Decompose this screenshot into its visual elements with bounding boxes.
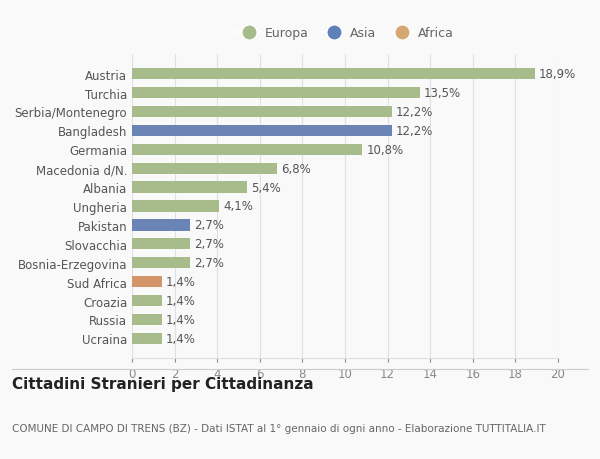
- Text: 1,4%: 1,4%: [166, 294, 196, 308]
- Bar: [132, 125, 392, 137]
- Bar: [132, 201, 220, 212]
- Bar: [132, 144, 362, 156]
- Text: 2,7%: 2,7%: [194, 238, 224, 251]
- Text: 18,9%: 18,9%: [539, 68, 576, 81]
- Bar: [132, 163, 277, 174]
- Bar: [132, 295, 162, 307]
- Text: 10,8%: 10,8%: [366, 144, 403, 157]
- Bar: [132, 257, 190, 269]
- Text: COMUNE DI CAMPO DI TRENS (BZ) - Dati ISTAT al 1° gennaio di ogni anno - Elaboraz: COMUNE DI CAMPO DI TRENS (BZ) - Dati IST…: [12, 424, 546, 433]
- Text: Cittadini Stranieri per Cittadinanza: Cittadini Stranieri per Cittadinanza: [12, 376, 314, 391]
- Bar: [132, 69, 535, 80]
- Bar: [132, 314, 162, 325]
- Text: 2,7%: 2,7%: [194, 219, 224, 232]
- Text: 13,5%: 13,5%: [424, 87, 461, 100]
- Bar: [132, 88, 419, 99]
- Text: 1,4%: 1,4%: [166, 313, 196, 326]
- Text: 4,1%: 4,1%: [224, 200, 253, 213]
- Bar: [132, 333, 162, 344]
- Legend: Europa, Asia, Africa: Europa, Asia, Africa: [232, 22, 458, 45]
- Bar: [132, 239, 190, 250]
- Text: 5,4%: 5,4%: [251, 181, 281, 194]
- Text: 6,8%: 6,8%: [281, 162, 311, 175]
- Bar: [132, 106, 392, 118]
- Bar: [132, 182, 247, 193]
- Text: 2,7%: 2,7%: [194, 257, 224, 269]
- Text: 1,4%: 1,4%: [166, 275, 196, 289]
- Text: 1,4%: 1,4%: [166, 332, 196, 345]
- Text: 12,2%: 12,2%: [396, 106, 433, 119]
- Bar: [132, 220, 190, 231]
- Text: 12,2%: 12,2%: [396, 124, 433, 138]
- Bar: [132, 276, 162, 288]
